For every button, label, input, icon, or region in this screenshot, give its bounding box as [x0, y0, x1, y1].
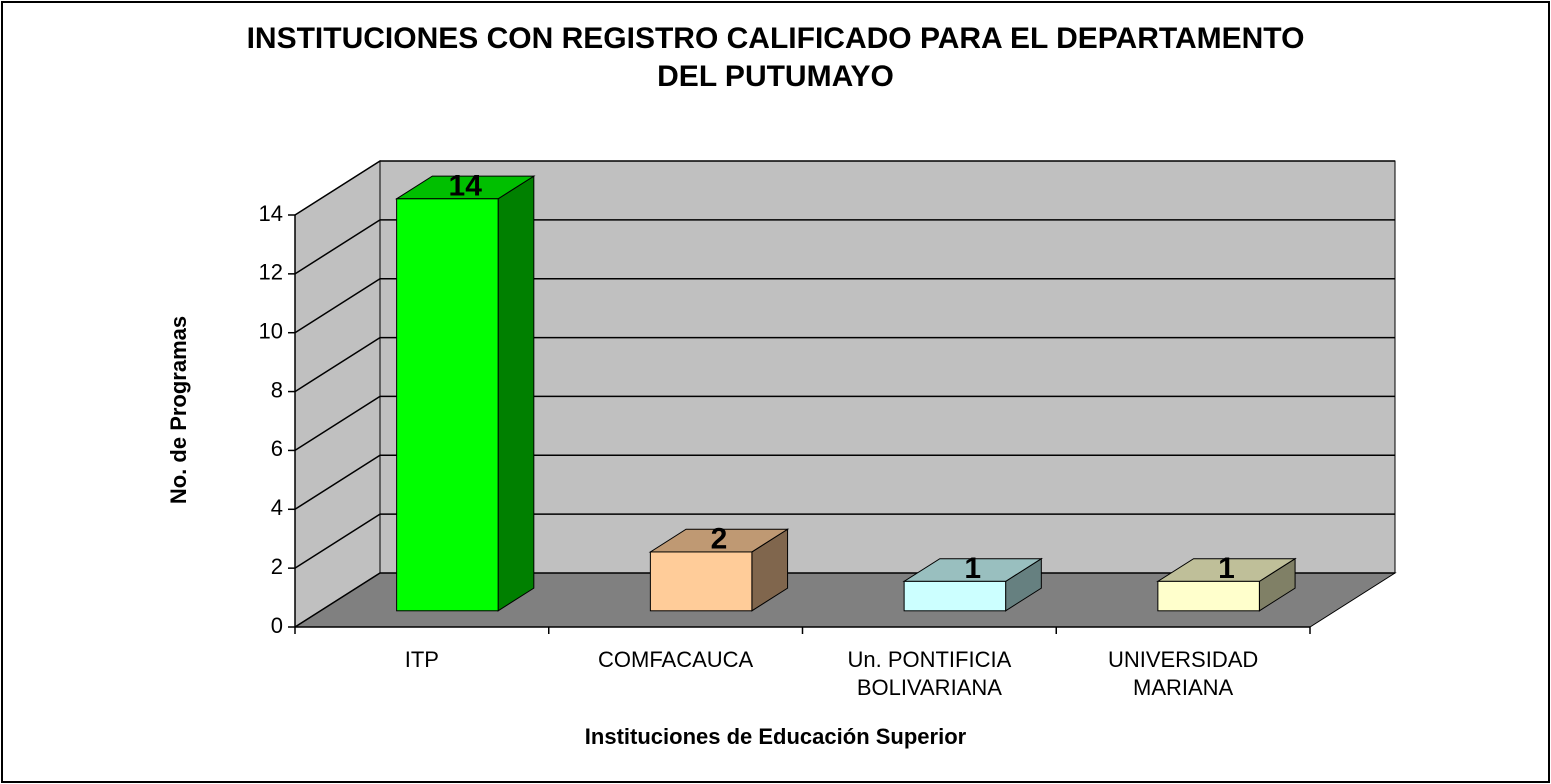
- x-axis-label: Instituciones de Educación Superior: [584, 724, 967, 749]
- x-tick-label: Un. PONTIFICIA BOLIVARIANA: [847, 647, 1012, 700]
- value-label: 14: [449, 169, 483, 202]
- y-tick-label: 12: [259, 260, 283, 285]
- value-label: 1: [1218, 552, 1235, 585]
- value-label: 2: [711, 523, 728, 556]
- title-box: INSTITUCIONES CON REGISTRO CALIFICADO PA…: [0, 20, 1551, 96]
- y-tick-label: 10: [259, 319, 283, 344]
- y-tick-label: 8: [271, 377, 283, 402]
- grid-line: [294, 454, 1395, 510]
- y-tick-label: 0: [271, 613, 283, 638]
- bar-side: [497, 175, 535, 612]
- x-tick-label: UNIVERSIDAD MARIANA: [1107, 647, 1259, 700]
- grid-line: [294, 219, 1395, 275]
- grid-line: [294, 277, 1395, 334]
- value-label: 1: [964, 552, 981, 585]
- grid-line: [294, 395, 1395, 452]
- x-tick-label: ITP: [404, 647, 439, 672]
- y-tick-label: 4: [271, 495, 283, 520]
- x-tick-label: COMFACAUCA: [598, 647, 754, 672]
- y-axis-label: No. de Programas: [166, 316, 191, 504]
- bar: [396, 198, 499, 612]
- y-tick-label: 6: [271, 436, 283, 461]
- y-tick-label: 2: [271, 554, 283, 579]
- chart-title: INSTITUCIONES CON REGISTRO CALIFICADO PA…: [246, 22, 1305, 93]
- y-tick-label: 14: [259, 201, 283, 226]
- grid-line: [294, 336, 1395, 393]
- bar: [1157, 580, 1260, 612]
- bar: [649, 551, 753, 612]
- bar: [903, 580, 1007, 612]
- grid-line: [294, 513, 1395, 569]
- grid-line: [294, 160, 1395, 216]
- grid-line: [294, 572, 1395, 628]
- left-wall: [294, 160, 381, 628]
